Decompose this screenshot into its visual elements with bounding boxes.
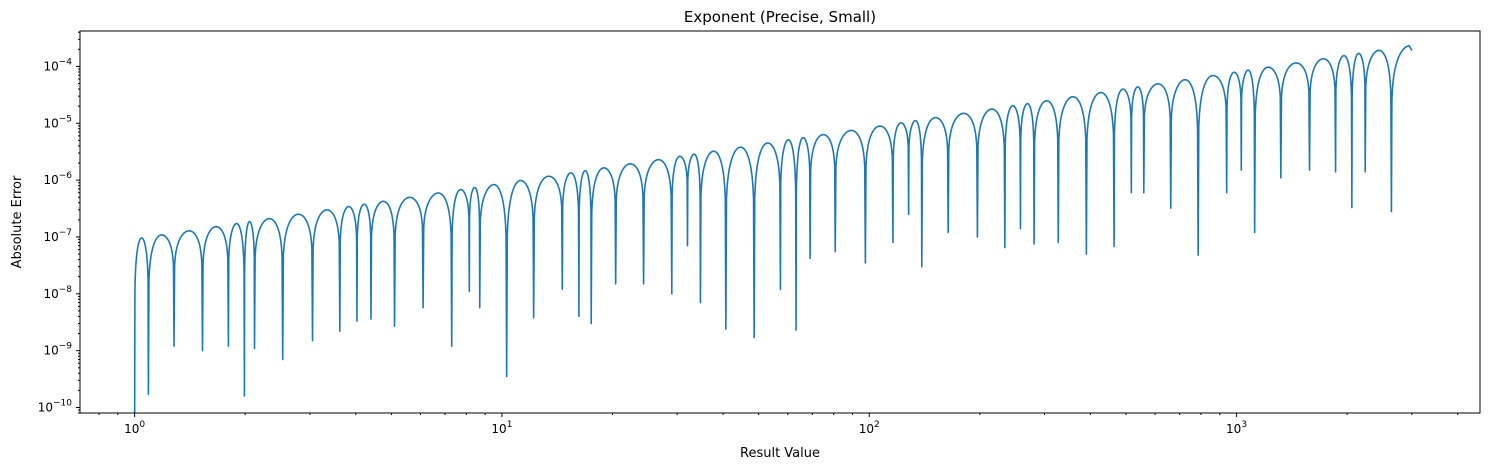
- y-tick-label: 10−9: [43, 342, 72, 358]
- y-axis-title: Absolute Error: [10, 175, 25, 268]
- x-tick-label: 102: [859, 420, 880, 436]
- y-axis-ticks: 10−10 10−9 10−8 10−7 10−6 10−5 10−4: [38, 31, 80, 414]
- chart-title: Exponent (Precise, Small): [684, 8, 876, 26]
- y-tick-label: 10−7: [43, 228, 72, 244]
- y-tick-label: 10−5: [43, 114, 72, 130]
- plot-frame: [79, 30, 1481, 414]
- x-tick-label: 100: [124, 420, 145, 436]
- x-tick-label: 103: [1226, 420, 1247, 436]
- y-tick-label: 10−10: [38, 398, 73, 414]
- x-axis-ticks: 100 101 102 103: [98, 413, 1459, 436]
- x-axis-title: Result Value: [740, 446, 820, 461]
- y-tick-label: 10−6: [43, 171, 72, 187]
- y-tick-label: 10−8: [43, 285, 72, 301]
- x-tick-label: 101: [491, 420, 512, 436]
- y-tick-label: 10−4: [43, 57, 72, 73]
- error-curve-line: [133, 44, 1413, 413]
